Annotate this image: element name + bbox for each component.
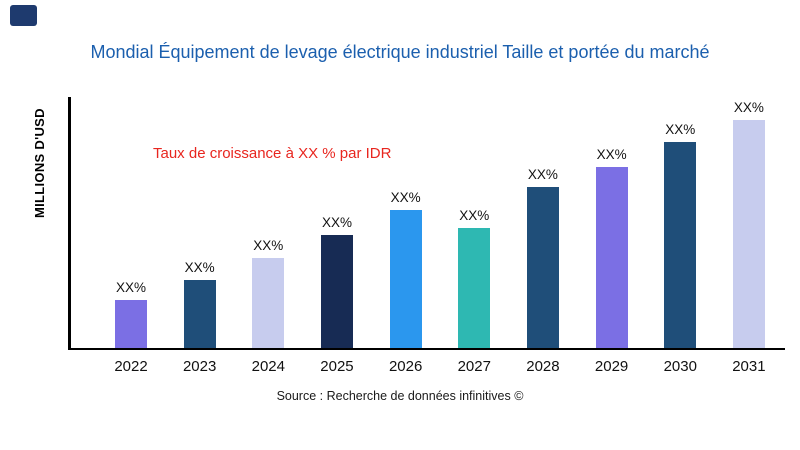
bar-2031 bbox=[732, 119, 765, 348]
bar-value-label: XX% bbox=[253, 237, 284, 253]
bar-2024 bbox=[252, 257, 285, 348]
bar-value-label: XX% bbox=[390, 189, 421, 205]
bar-2027 bbox=[458, 227, 491, 348]
bar-value-label: XX% bbox=[733, 99, 764, 115]
x-tick-2031: 2031 bbox=[732, 358, 766, 375]
plot-area: Taux de croissance à XX % par IDR XX% 202… bbox=[68, 97, 785, 375]
bar-value-label: XX% bbox=[527, 167, 558, 183]
source-caption: Source : Recherche de données infinitive… bbox=[276, 389, 524, 403]
bar-group-2023: XX% 2023 bbox=[168, 97, 232, 375]
bar-value-label: XX% bbox=[596, 147, 627, 163]
y-axis-label: MILLIONS D'USD bbox=[32, 108, 47, 218]
bars-container: XX% 2022 XX% 2023 XX% 2024 XX% 2025 XX% 2026 XX% 20… bbox=[71, 97, 785, 375]
bar-value-label: XX% bbox=[184, 260, 215, 276]
x-tick-2027: 2027 bbox=[457, 358, 491, 375]
bar-group-2031: XX% 2031 bbox=[717, 97, 781, 375]
x-tick-2030: 2030 bbox=[663, 358, 697, 375]
bar-value-label: XX% bbox=[665, 122, 696, 138]
bar-2030 bbox=[664, 142, 697, 348]
bar-value-label: XX% bbox=[115, 280, 146, 296]
bar-2025 bbox=[320, 235, 353, 348]
bar-2026 bbox=[389, 209, 422, 348]
bar-group-2022: XX% 2022 bbox=[99, 97, 163, 375]
bar-2023 bbox=[183, 280, 216, 348]
bar-value-label: XX% bbox=[321, 215, 352, 231]
bar-group-2028: XX% 2028 bbox=[511, 97, 575, 375]
bar-group-2024: XX% 2024 bbox=[236, 97, 300, 375]
bar-2029 bbox=[595, 167, 628, 348]
x-tick-2023: 2023 bbox=[182, 358, 217, 375]
x-tick-2022: 2022 bbox=[114, 358, 148, 375]
chart-title: Mondial Équipement de levage électrique … bbox=[90, 42, 710, 62]
brand-logo bbox=[10, 5, 37, 26]
x-tick-2024: 2024 bbox=[251, 358, 285, 375]
bar-group-2026: XX% 2026 bbox=[374, 97, 438, 375]
growth-annotation: Taux de croissance à XX % par IDR bbox=[153, 145, 392, 162]
bar-group-2030: XX% 2030 bbox=[648, 97, 712, 375]
bar-group-2027: XX% 2027 bbox=[442, 97, 506, 375]
bar-value-label: XX% bbox=[459, 207, 490, 223]
x-tick-2025: 2025 bbox=[320, 358, 354, 375]
bar-group-2029: XX% 2029 bbox=[580, 97, 644, 375]
x-tick-2028: 2028 bbox=[526, 358, 560, 375]
bar-group-2025: XX% 2025 bbox=[305, 97, 369, 375]
bar-2028 bbox=[526, 187, 559, 348]
x-tick-2026: 2026 bbox=[388, 358, 423, 375]
bar-2022 bbox=[115, 300, 147, 348]
x-tick-2029: 2029 bbox=[594, 358, 629, 375]
